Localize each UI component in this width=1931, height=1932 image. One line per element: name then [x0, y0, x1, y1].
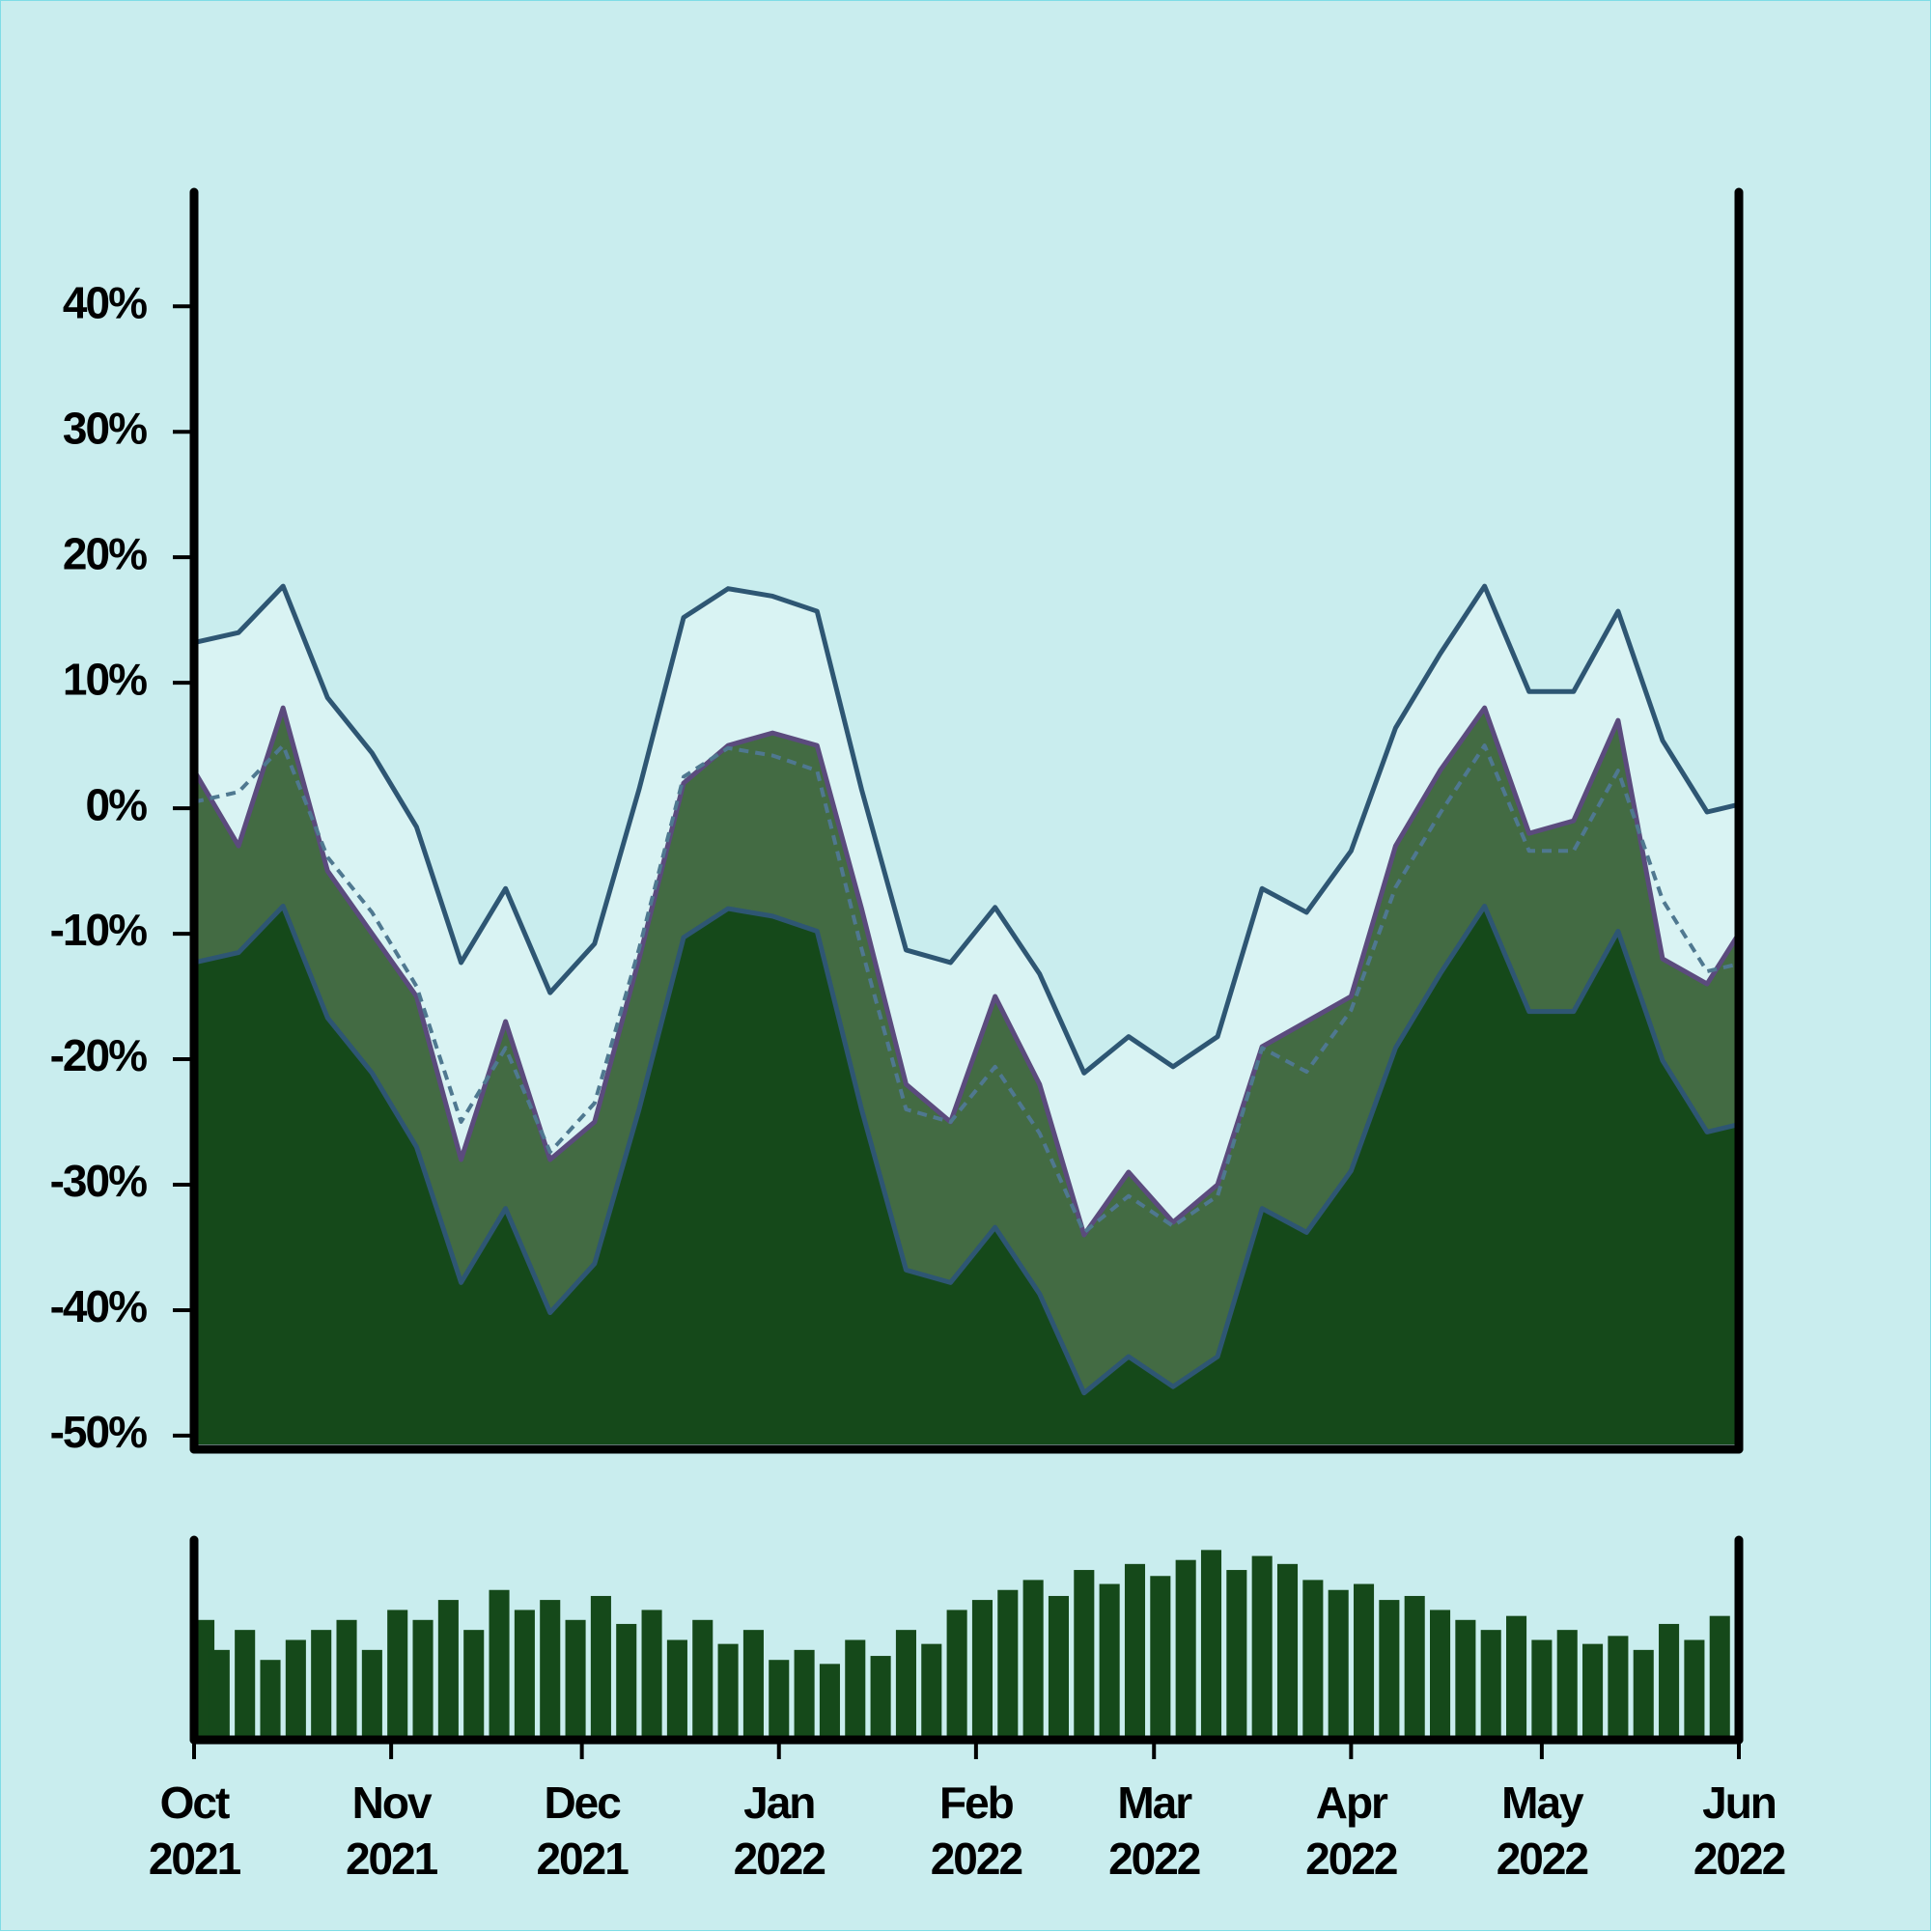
volume-bar: [1048, 1595, 1070, 1740]
volume-bar: [1684, 1639, 1705, 1740]
volume-bar: [565, 1619, 586, 1740]
volume-bar: [895, 1630, 916, 1740]
x-tick-label: Oct 2021: [148, 1778, 241, 1884]
volume-bar: [921, 1643, 942, 1740]
y-tick-label: 40%: [63, 277, 147, 327]
volume-bar: [1200, 1550, 1222, 1740]
y-tick-label: -50%: [50, 1407, 147, 1457]
volume-bar: [1226, 1570, 1247, 1740]
volume-bar: [742, 1630, 764, 1740]
area-fill: [194, 906, 1739, 1444]
volume-bar: [463, 1630, 485, 1740]
volume-bar: [1379, 1600, 1400, 1740]
volume-bar: [1582, 1643, 1604, 1740]
volume-bar: [311, 1630, 332, 1740]
volume-bar: [1302, 1580, 1324, 1740]
volume-bar: [336, 1619, 357, 1740]
volume-bar: [616, 1623, 637, 1740]
volume-bar: [692, 1619, 714, 1740]
volume-bar: [590, 1595, 611, 1740]
volume-bar: [769, 1660, 790, 1740]
volume-bar: [1455, 1619, 1476, 1740]
volume-bar: [412, 1619, 434, 1740]
volume-bar: [1353, 1583, 1375, 1740]
x-tick-label: Mar 2022: [1108, 1778, 1201, 1884]
volume-bar: [1276, 1563, 1299, 1740]
volume-bar: [1328, 1589, 1349, 1740]
x-tick-label: Jun 2022: [1693, 1778, 1786, 1884]
volume-bar: [1709, 1615, 1730, 1740]
volume-bar: [1251, 1555, 1273, 1740]
volume-bar: [1633, 1649, 1654, 1740]
y-tick-label: 0%: [86, 779, 148, 829]
volume-bar: [1022, 1580, 1044, 1740]
volume-bar: [235, 1630, 256, 1740]
y-tick-label: -10%: [50, 905, 147, 955]
volume-bar: [641, 1610, 662, 1740]
line: [193, 583, 1740, 1076]
volume-bar: [437, 1600, 459, 1740]
y-tick-label: -20%: [50, 1030, 147, 1080]
volume-bar: [540, 1600, 561, 1740]
volume-bar: [717, 1643, 739, 1740]
volume-bar: [1099, 1583, 1120, 1740]
x-tick-label: May 2022: [1496, 1778, 1589, 1884]
x-tick-label: Dec 2021: [536, 1778, 629, 1884]
volume-bar: [361, 1649, 382, 1740]
volume-bar: [1074, 1570, 1095, 1740]
volume-bar: [819, 1664, 840, 1740]
y-tick-label: 20%: [63, 528, 147, 578]
volume-bar: [285, 1639, 306, 1740]
volume-bar: [1531, 1639, 1553, 1740]
volume-bar: [514, 1610, 535, 1740]
y-tick-label: 10%: [63, 654, 147, 704]
volume-bar: [946, 1610, 967, 1740]
volume-bar: [1404, 1595, 1425, 1740]
volume-bar: [1124, 1563, 1146, 1740]
volume-bar: [1556, 1630, 1578, 1740]
volume-bar: [1506, 1615, 1527, 1740]
line: [193, 903, 1740, 1396]
x-tick-label: Nov 2021: [345, 1778, 438, 1884]
volume-bar: [260, 1660, 281, 1740]
y-tick-label: -40%: [50, 1281, 147, 1331]
x-tick-label: Apr 2022: [1305, 1778, 1398, 1884]
volume-bar: [1608, 1636, 1629, 1740]
volume-bar: [971, 1600, 993, 1740]
volume-bar: [1175, 1559, 1196, 1740]
volume-bar: [794, 1649, 815, 1740]
y-tick-label: -30%: [50, 1156, 147, 1206]
volume-bar: [1659, 1623, 1680, 1740]
x-tick-label: Feb 2022: [930, 1778, 1023, 1884]
volume-bar: [1430, 1610, 1451, 1740]
volume-bar: [1480, 1630, 1501, 1740]
volume-bar: [870, 1656, 891, 1740]
y-tick-label: 30%: [63, 403, 147, 453]
line: [191, 705, 1742, 1238]
volume-bar: [997, 1589, 1019, 1740]
volume-bar: [209, 1649, 230, 1740]
volume-bar: [489, 1589, 510, 1740]
x-tick-label: Jan 2022: [733, 1778, 826, 1884]
volume-bar: [845, 1639, 866, 1740]
volume-bar: [387, 1610, 408, 1740]
line: [193, 743, 1740, 1235]
volume-bar: [666, 1639, 687, 1740]
volume-bar: [1150, 1576, 1171, 1740]
